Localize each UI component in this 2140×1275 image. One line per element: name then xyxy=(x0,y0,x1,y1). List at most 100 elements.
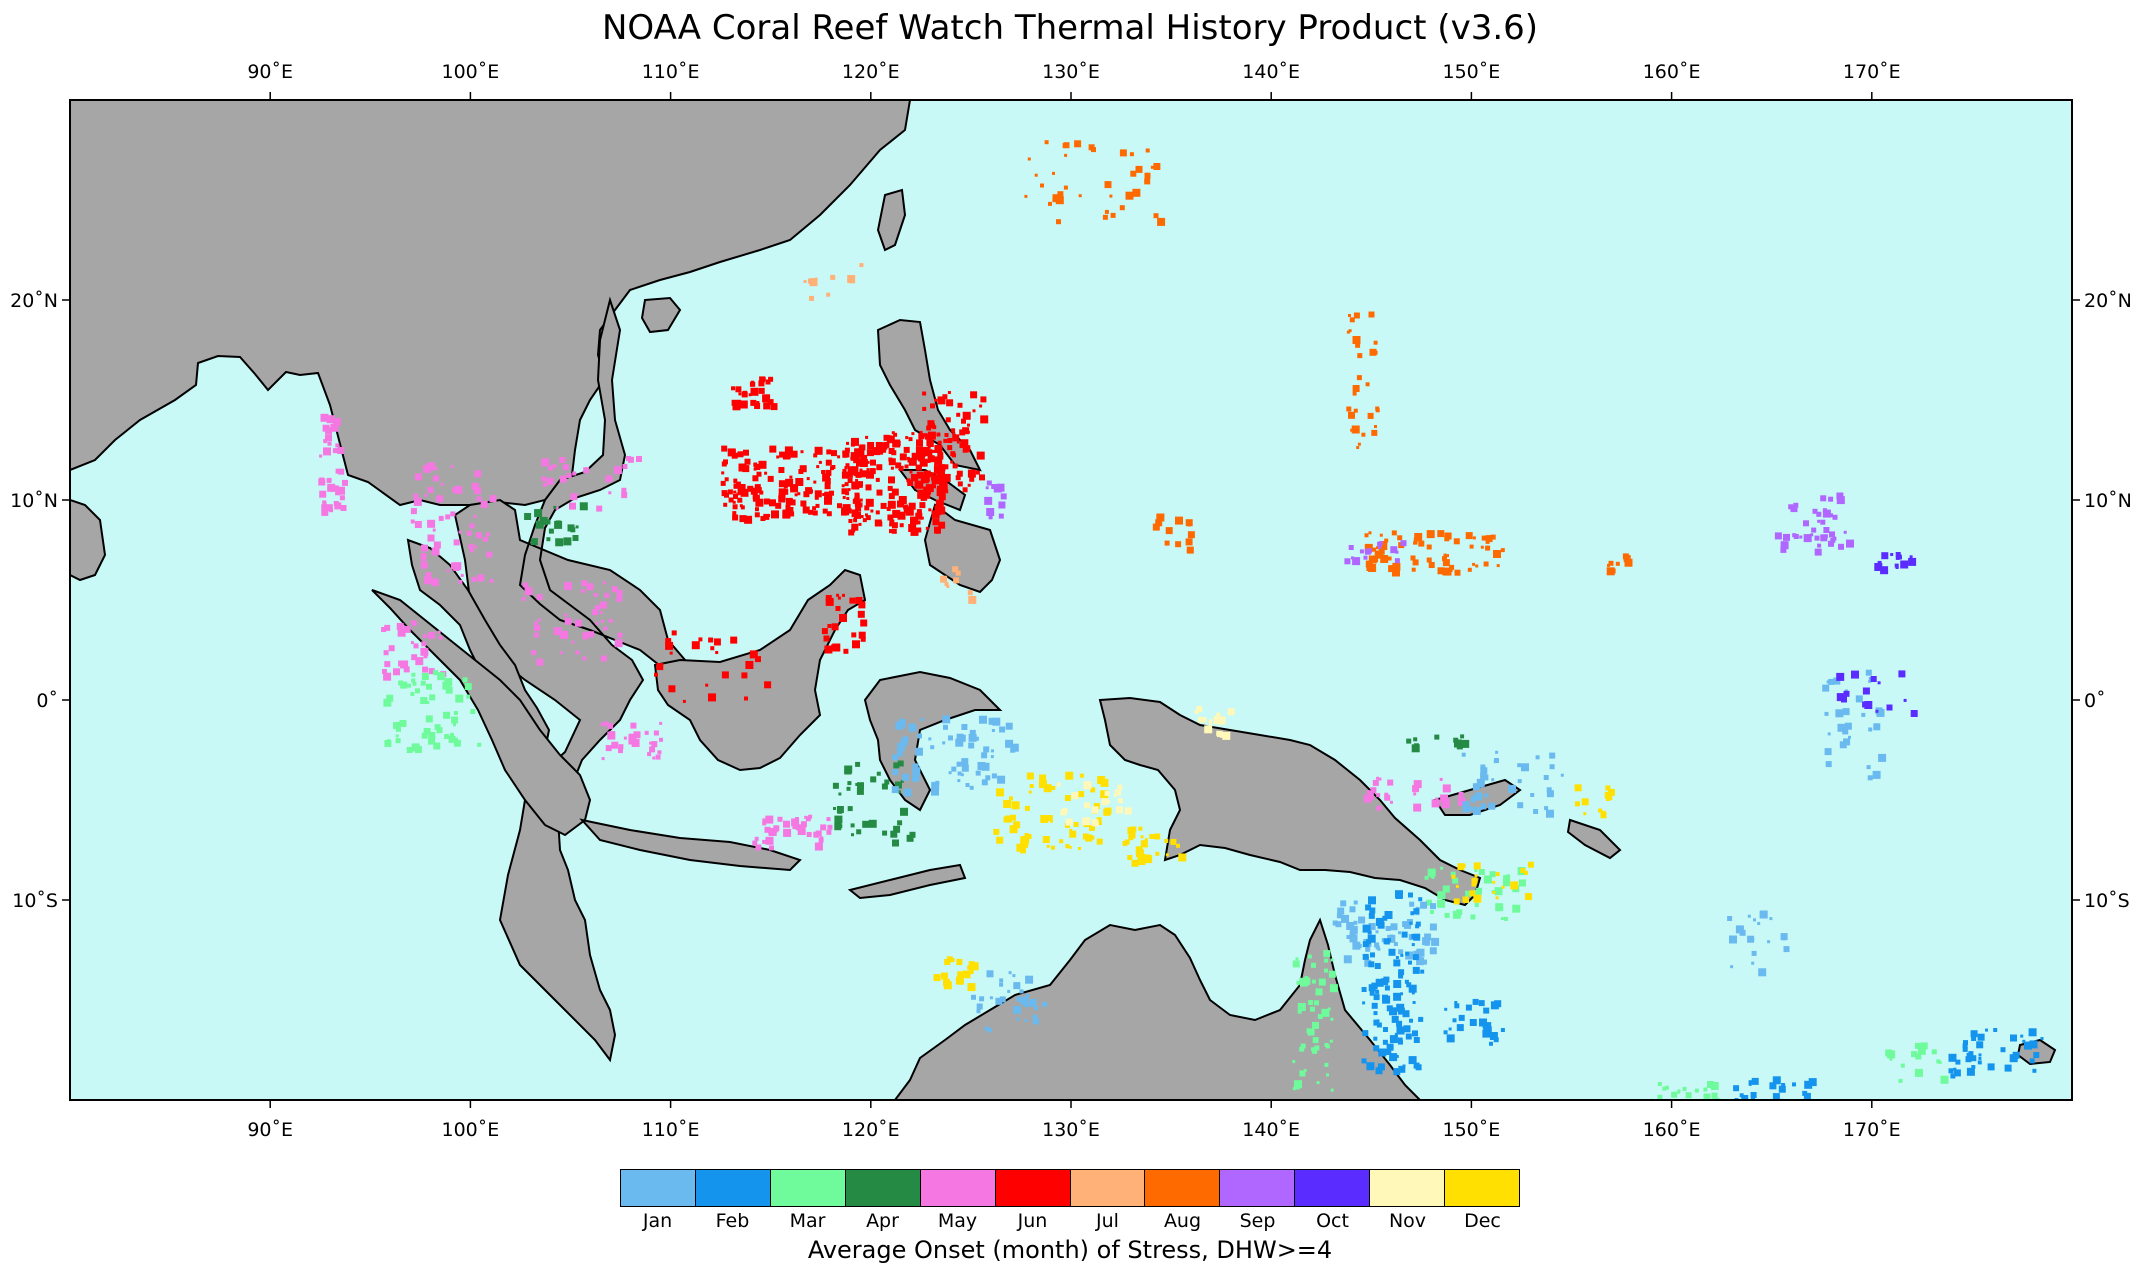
reef-pixel-dec xyxy=(970,962,979,971)
reef-pixel-jan xyxy=(891,786,899,794)
reef-pixel-jan xyxy=(1398,931,1401,935)
reef-pixel-may xyxy=(795,824,802,831)
reef-pixel-jun xyxy=(815,503,820,508)
reef-pixel-jan xyxy=(1535,755,1540,760)
reef-pixel-may xyxy=(618,748,623,754)
reef-pixel-jun xyxy=(744,515,753,524)
reef-pixel-jun xyxy=(908,457,917,466)
reef-pixel-jun xyxy=(959,443,965,448)
reef-pixel-mar xyxy=(1900,1063,1905,1068)
reef-pixel-nov xyxy=(1083,781,1092,790)
landmass-taiwan xyxy=(876,188,907,252)
reef-pixel-mar xyxy=(1677,1089,1681,1093)
reef-pixel-jan xyxy=(961,764,969,772)
reef-pixel-jan xyxy=(988,717,996,725)
reef-pixel-feb xyxy=(1748,1080,1753,1085)
reef-pixel-apr xyxy=(897,760,904,767)
reef-pixel-may xyxy=(323,447,331,456)
reef-pixel-apr xyxy=(838,792,842,796)
reef-pixel-jun xyxy=(883,441,890,448)
reef-pixel-jun xyxy=(934,505,942,513)
reef-pixel-aug xyxy=(1110,212,1116,218)
reef-pixel-sep xyxy=(1820,519,1826,525)
reef-pixel-oct xyxy=(1864,701,1873,709)
reef-pixel-aug xyxy=(1368,564,1377,572)
reef-pixel-jun xyxy=(750,399,757,406)
reef-pixel-dec xyxy=(1461,863,1466,868)
reef-pixel-feb xyxy=(1413,908,1420,915)
reef-pixel-jan xyxy=(892,769,899,776)
reef-pixel-aug xyxy=(1442,556,1447,562)
reef-pixel-jun xyxy=(799,465,807,473)
reef-pixel-dec xyxy=(1079,773,1084,778)
reef-pixel-jan xyxy=(931,781,940,790)
reef-pixel-mar xyxy=(1321,1008,1330,1017)
reef-pixel-mar xyxy=(1424,875,1429,880)
reef-pixel-mar xyxy=(1309,1006,1315,1012)
reef-pixel-aug xyxy=(1052,171,1055,175)
reef-pixel-feb xyxy=(1375,989,1380,994)
reef-pixel-jun xyxy=(822,473,831,482)
reef-pixel-feb xyxy=(1413,1037,1420,1043)
colorbar-swatch-jan xyxy=(621,1170,696,1206)
reef-pixel-may xyxy=(559,630,568,639)
reef-pixel-aug xyxy=(1357,353,1363,359)
reef-pixel-jan xyxy=(1340,900,1347,907)
reef-pixel-mar xyxy=(1326,1073,1329,1077)
reef-pixel-jun xyxy=(866,468,870,472)
reef-pixel-aug xyxy=(1128,192,1132,196)
reef-pixel-feb xyxy=(1805,1097,1810,1100)
reef-pixel-jan xyxy=(1833,677,1841,685)
reef-pixel-jun xyxy=(744,458,751,465)
reef-pixel-dec xyxy=(1474,874,1478,878)
reef-pixel-jun xyxy=(842,496,846,499)
reef-pixel-may xyxy=(575,650,580,655)
reef-pixel-may xyxy=(764,826,771,833)
reef-pixel-jun xyxy=(752,494,758,500)
reef-pixel-may xyxy=(475,532,482,539)
reef-pixel-jun xyxy=(824,491,833,500)
reef-pixel-jun xyxy=(910,516,918,525)
reef-pixel-jun xyxy=(755,507,759,512)
reef-pixel-may xyxy=(630,722,637,729)
reef-pixel-jan xyxy=(1374,942,1380,948)
reef-pixel-aug xyxy=(1379,533,1383,537)
reef-pixel-mar xyxy=(1500,917,1504,920)
reef-pixel-may xyxy=(422,666,429,673)
reef-pixel-apr xyxy=(834,823,842,831)
reef-pixel-jun xyxy=(775,502,782,509)
reef-pixel-may xyxy=(460,573,464,577)
reef-pixel-may xyxy=(446,569,450,573)
reef-pixel-mar xyxy=(1323,950,1331,958)
colorbar-swatch-may xyxy=(920,1170,996,1206)
reef-pixel-may xyxy=(437,630,441,634)
reef-pixel-jan xyxy=(1013,982,1021,990)
reef-pixel-may xyxy=(604,592,610,598)
reef-pixel-jun xyxy=(916,471,924,479)
reef-pixel-mar xyxy=(415,688,420,694)
reef-pixel-apr xyxy=(524,513,532,520)
reef-pixel-apr xyxy=(893,825,901,833)
reef-pixel-apr xyxy=(1413,737,1418,742)
reef-pixel-feb xyxy=(1373,985,1378,990)
reef-pixel-may xyxy=(438,515,444,521)
lon-tick-label-top-170: 170˚E xyxy=(1843,61,1901,83)
reef-pixel-jun xyxy=(816,465,820,469)
reef-pixel-jun xyxy=(962,411,971,420)
reef-pixel-oct xyxy=(1862,687,1870,695)
reef-pixel-mar xyxy=(1518,879,1526,887)
reef-pixel-jan xyxy=(986,1027,992,1033)
reef-pixel-jan xyxy=(981,752,988,759)
landmass-luzon xyxy=(876,318,982,472)
reef-pixel-mar xyxy=(433,742,441,750)
reef-pixel-feb xyxy=(2040,1037,2044,1040)
reef-pixel-jan xyxy=(1549,764,1555,770)
lon-tick-label-top-130: 130˚E xyxy=(1042,61,1100,83)
reef-pixel-jun xyxy=(937,440,942,445)
reef-pixel-may xyxy=(1458,791,1464,797)
reef-pixel-jun xyxy=(762,394,771,403)
reef-pixel-may xyxy=(410,519,415,524)
reef-pixel-feb xyxy=(1361,987,1367,992)
reef-pixel-aug xyxy=(1186,548,1191,553)
